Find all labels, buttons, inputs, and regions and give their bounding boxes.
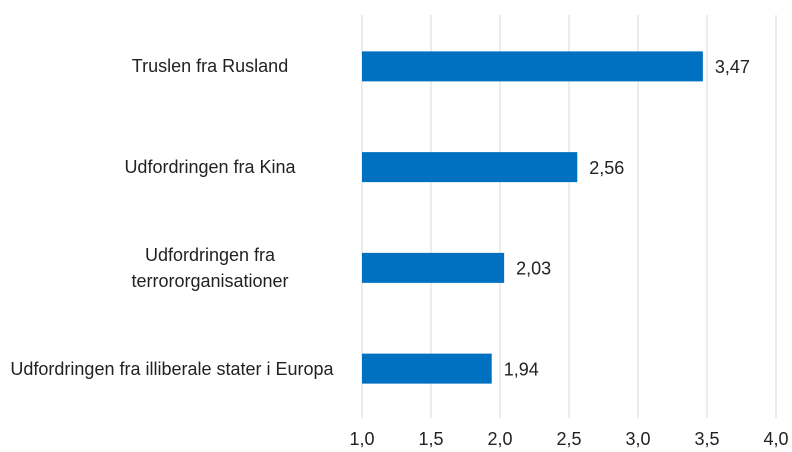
value-label: 1,94 [504,359,539,379]
bar [362,152,578,183]
value-label: 3,47 [715,57,750,77]
bar [362,51,703,82]
category-label: Truslen fra Rusland [131,56,289,77]
category-label: Udfordringen fra terrororganisationer [131,244,289,291]
x-tick-label: 3,5 [694,429,719,449]
value-label: 2,56 [589,158,624,178]
value-label: 2,03 [516,259,551,279]
bar [362,252,505,283]
category-label: Udfordringen fra Kina [124,157,296,178]
x-tick-label: 1,0 [349,429,374,449]
x-tick-label: 2,0 [487,429,512,449]
x-tick-label: 2,5 [556,429,581,449]
x-tick-label: 1,5 [418,429,443,449]
bar [362,353,492,384]
category-label: Udfordringen fra illiberale stater i Eur… [10,358,334,379]
x-tick-label: 4,0 [763,429,788,449]
x-tick-label: 3,0 [625,429,650,449]
